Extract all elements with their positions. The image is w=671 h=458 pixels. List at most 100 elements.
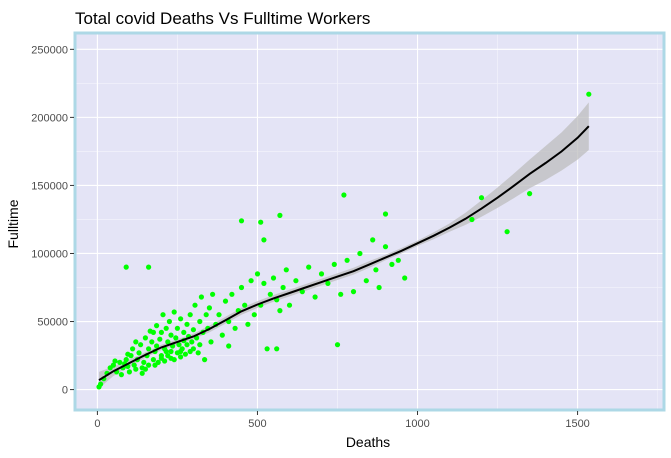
- x-tick-label: 1000: [405, 418, 429, 430]
- data-point: [382, 211, 389, 217]
- data-point: [166, 318, 172, 325]
- y-tick-label: 250000: [31, 44, 68, 56]
- data-point: [325, 280, 331, 286]
- data-point: [341, 192, 347, 198]
- data-point: [142, 335, 148, 341]
- data-point: [208, 339, 214, 345]
- data-point: [142, 366, 148, 372]
- y-tick-label: 100000: [31, 248, 68, 260]
- data-point: [184, 321, 190, 327]
- data-point: [210, 291, 216, 297]
- x-tick-label: 0: [94, 418, 100, 430]
- data-point: [130, 346, 136, 352]
- data-point: [154, 343, 160, 349]
- data-point: [190, 327, 196, 333]
- data-point: [112, 358, 118, 364]
- data-point: [261, 237, 267, 243]
- data-point: [264, 346, 270, 352]
- data-point: [158, 329, 164, 335]
- data-point: [187, 312, 193, 318]
- y-axis-ticks: 0 50000 100000 150000 200000 250000: [31, 44, 74, 397]
- data-point: [357, 250, 363, 257]
- x-axis-title: Deaths: [346, 434, 390, 450]
- data-point: [280, 284, 286, 291]
- data-point: [402, 275, 408, 281]
- data-point: [157, 336, 163, 342]
- data-point: [527, 191, 533, 197]
- data-point: [189, 339, 195, 345]
- data-point: [146, 362, 152, 368]
- data-point: [277, 308, 283, 314]
- data-point: [248, 278, 254, 284]
- data-point: [469, 216, 475, 223]
- data-point: [334, 342, 341, 348]
- data-point: [123, 357, 129, 363]
- data-point: [318, 271, 325, 277]
- data-point: [586, 91, 592, 97]
- x-tick-label: 1500: [565, 418, 589, 430]
- data-point: [293, 278, 299, 284]
- data-point: [222, 298, 229, 304]
- data-point: [192, 302, 198, 308]
- data-point: [152, 362, 158, 368]
- data-point: [190, 346, 196, 352]
- data-point: [226, 343, 232, 349]
- data-point: [133, 339, 139, 345]
- data-point: [382, 244, 389, 250]
- x-tick-label: 500: [248, 418, 266, 430]
- data-point: [171, 309, 177, 315]
- data-point: [261, 280, 267, 286]
- data-point: [138, 342, 144, 348]
- data-point: [238, 284, 245, 291]
- y-tick-label: 50000: [37, 317, 68, 329]
- data-point: [202, 357, 208, 363]
- data-point: [197, 318, 203, 325]
- data-point: [126, 369, 132, 375]
- data-point: [363, 278, 369, 284]
- plot-panel: [75, 33, 664, 410]
- data-point: [229, 291, 235, 297]
- smooth-trend-line: [98, 125, 590, 381]
- data-point: [178, 354, 184, 360]
- data-point: [283, 267, 289, 273]
- data-point: [258, 219, 264, 225]
- data-point: [245, 321, 251, 327]
- data-point: [306, 264, 312, 270]
- data-point: [146, 264, 152, 270]
- data-point: [350, 289, 357, 295]
- data-point: [158, 355, 164, 361]
- data-points: [96, 91, 592, 390]
- data-point: [181, 329, 187, 335]
- data-point: [174, 325, 180, 331]
- data-point: [344, 257, 350, 263]
- y-tick-label: 200000: [31, 112, 68, 124]
- data-point: [312, 294, 318, 300]
- y-tick-label: 0: [62, 385, 68, 397]
- data-point: [178, 316, 184, 322]
- data-point: [150, 357, 156, 363]
- data-point: [136, 350, 142, 356]
- data-point: [232, 325, 238, 331]
- data-point: [373, 267, 379, 273]
- data-point: [331, 261, 337, 267]
- y-axis-title: Fulltime: [5, 199, 21, 248]
- chart-title: Total covid Deaths Vs Fulltime Workers: [75, 9, 370, 28]
- data-point: [198, 294, 204, 300]
- data-point: [478, 195, 485, 201]
- y-tick-label: 150000: [31, 180, 68, 192]
- data-point: [267, 291, 273, 297]
- data-point: [168, 355, 174, 361]
- data-point: [98, 381, 104, 387]
- data-point: [123, 264, 129, 270]
- data-point: [146, 346, 152, 352]
- data-point: [110, 362, 116, 368]
- data-point: [286, 302, 293, 308]
- data-point: [118, 372, 124, 378]
- data-point: [160, 312, 166, 318]
- data-point: [270, 275, 277, 281]
- data-point: [219, 332, 225, 338]
- data-point: [370, 237, 376, 243]
- data-point: [504, 229, 510, 235]
- data-point: [131, 362, 137, 368]
- data-point: [149, 339, 155, 345]
